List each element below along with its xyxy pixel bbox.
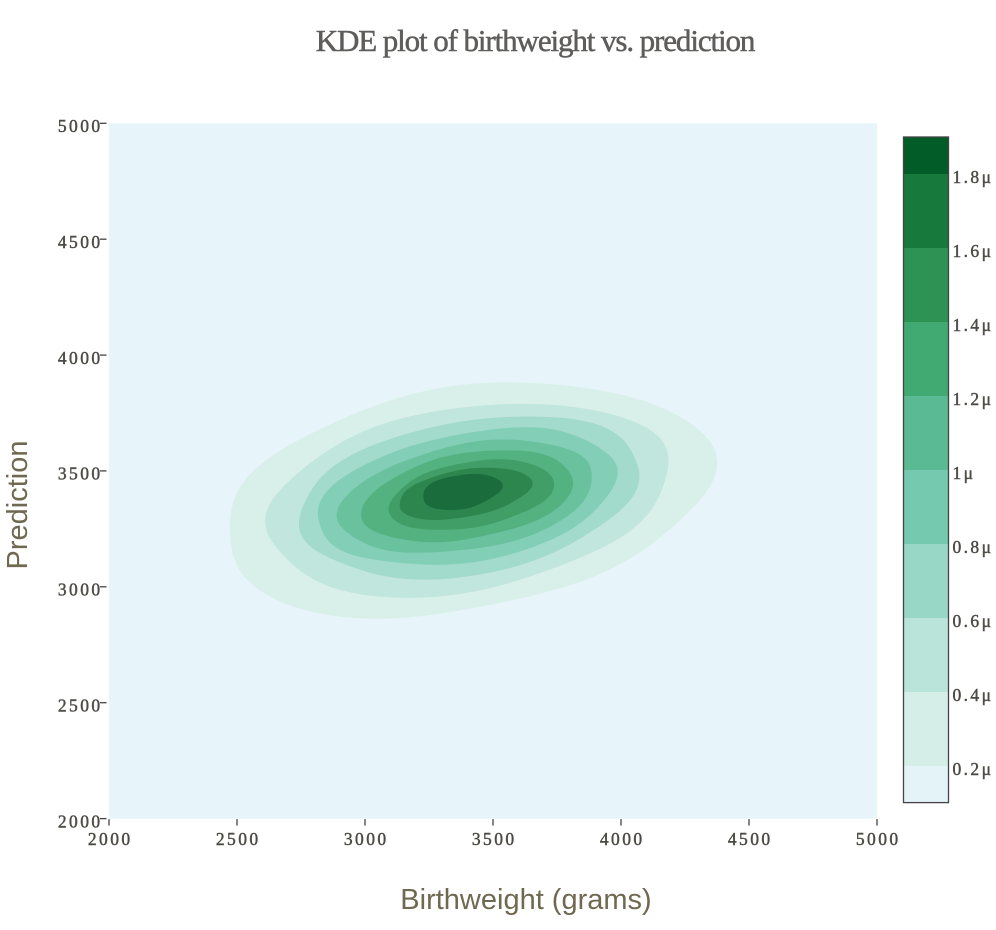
svg-text:3500: 3500: [472, 829, 517, 849]
svg-text:Birthweight (grams): Birthweight (grams): [400, 884, 651, 916]
svg-text:3500: 3500: [58, 464, 103, 484]
svg-text:3000: 3000: [344, 829, 389, 849]
svg-text:0.4μ: 0.4μ: [953, 685, 994, 705]
svg-text:0.2μ: 0.2μ: [953, 759, 994, 779]
svg-text:KDE plot of birthweight vs. pr: KDE plot of birthweight vs. prediction: [316, 23, 756, 58]
svg-text:4000: 4000: [58, 348, 103, 368]
svg-text:4500: 4500: [58, 232, 103, 252]
svg-text:4500: 4500: [728, 829, 773, 849]
svg-text:1.4μ: 1.4μ: [953, 315, 994, 335]
svg-text:2000: 2000: [88, 829, 133, 849]
svg-text:2000: 2000: [58, 811, 103, 831]
svg-text:5000: 5000: [58, 116, 103, 136]
svg-text:0.6μ: 0.6μ: [953, 611, 994, 631]
svg-text:3000: 3000: [58, 580, 103, 600]
svg-text:2500: 2500: [216, 829, 261, 849]
svg-text:4000: 4000: [600, 829, 645, 849]
svg-text:Prediction: Prediction: [2, 441, 34, 570]
svg-text:1.8μ: 1.8μ: [953, 167, 994, 187]
svg-text:5000: 5000: [856, 829, 901, 849]
svg-text:2500: 2500: [58, 695, 103, 715]
svg-text:0.8μ: 0.8μ: [953, 537, 994, 557]
svg-text:1.6μ: 1.6μ: [953, 241, 994, 261]
svg-text:1.2μ: 1.2μ: [953, 389, 994, 409]
svg-text:1μ: 1μ: [953, 463, 976, 483]
